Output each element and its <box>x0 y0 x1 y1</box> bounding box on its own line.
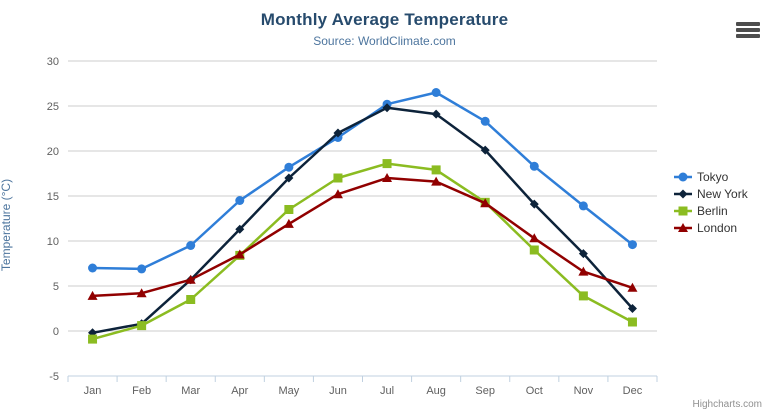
x-axis-label: Apr <box>231 385 248 397</box>
data-point-marker <box>185 274 196 284</box>
data-point-marker <box>136 288 147 298</box>
data-point-marker <box>578 291 588 301</box>
y-axis-label: 15 <box>47 191 59 203</box>
data-point-marker <box>678 206 688 216</box>
data-point-marker <box>88 334 98 344</box>
legend: Tokyo New York Berlin London <box>674 170 748 235</box>
data-point-marker <box>186 295 196 304</box>
x-axis-label: May <box>278 385 299 397</box>
chart-subtitle: Source: WorldClimate.com <box>313 34 456 48</box>
data-point-marker <box>627 304 637 313</box>
x-axis-label: Jan <box>84 385 102 397</box>
diamond-legend-icon <box>674 189 692 199</box>
triangle-legend-icon <box>674 223 692 232</box>
legend-item-label: New York <box>697 187 748 201</box>
data-point-marker <box>87 290 98 300</box>
data-point-marker <box>480 198 491 208</box>
data-point-marker <box>529 245 539 255</box>
legend-item-berlin[interactable]: Berlin <box>674 204 748 218</box>
y-axis-label: 5 <box>53 281 59 293</box>
chart-title: Monthly Average Temperature <box>260 10 509 29</box>
data-point-marker <box>578 266 589 276</box>
data-point-marker <box>284 205 294 214</box>
data-point-marker <box>627 282 638 292</box>
x-axis-label: Sep <box>475 385 495 397</box>
y-axis-label: 25 <box>47 101 59 113</box>
data-point-marker <box>137 321 147 331</box>
data-point-marker <box>283 218 294 228</box>
x-axis-label: Dec <box>623 385 643 397</box>
data-point-marker <box>234 249 245 259</box>
data-point-marker <box>333 173 343 183</box>
x-axis-label: Jun <box>329 385 347 397</box>
data-point-marker <box>235 196 245 205</box>
hamburger-menu-icon <box>736 22 760 26</box>
series-line <box>92 176 633 298</box>
data-point-marker <box>678 223 688 232</box>
data-point-marker <box>382 159 392 169</box>
data-point-marker <box>529 161 539 171</box>
data-point-marker <box>186 241 196 250</box>
square-legend-icon <box>674 206 692 216</box>
x-axis-label: Aug <box>426 385 446 397</box>
data-point-marker <box>529 233 540 243</box>
data-point-marker <box>678 172 688 182</box>
data-point-marker <box>480 145 490 155</box>
legend-item-new-york[interactable]: New York <box>674 187 748 201</box>
data-point-marker <box>137 264 147 274</box>
data-point-marker <box>284 162 294 172</box>
x-axis-label: Jul <box>380 385 394 397</box>
x-axis-label: Feb <box>132 385 151 397</box>
x-axis-label: Oct <box>526 385 543 397</box>
data-point-marker <box>578 201 588 211</box>
data-point-marker <box>431 176 442 186</box>
x-axis-label: Mar <box>181 385 200 397</box>
series-line <box>92 106 634 335</box>
series-london <box>87 173 638 300</box>
data-point-marker <box>431 165 441 175</box>
series-line <box>92 91 634 271</box>
data-point-marker <box>678 189 688 199</box>
data-point-marker <box>431 109 441 119</box>
y-axis-label: 30 <box>47 56 59 68</box>
series-line <box>92 162 634 341</box>
legend-item-label: London <box>697 221 738 235</box>
legend-item-tokyo[interactable]: Tokyo <box>674 170 748 184</box>
hamburger-menu-icon <box>736 28 760 32</box>
x-axis-label: Nov <box>574 385 594 397</box>
y-axis-label: -5 <box>49 371 59 383</box>
data-point-marker <box>480 116 490 126</box>
legend-item-label: Tokyo <box>697 170 729 184</box>
legend-item-london[interactable]: London <box>674 221 748 235</box>
series-tokyo <box>88 88 637 274</box>
data-point-marker <box>235 224 245 234</box>
y-axis-label: 20 <box>47 146 59 158</box>
series-new-york <box>88 103 637 338</box>
hamburger-menu-icon <box>736 34 760 38</box>
circle-legend-icon <box>674 172 692 182</box>
legend-item-label: Berlin <box>697 204 728 218</box>
data-point-marker <box>382 173 393 182</box>
export-menu-button[interactable] <box>734 19 760 41</box>
data-point-marker <box>88 263 98 273</box>
data-point-marker <box>529 199 539 209</box>
data-point-marker <box>284 173 294 183</box>
data-point-marker <box>627 240 637 250</box>
data-point-marker <box>627 317 637 327</box>
data-point-marker <box>578 249 588 259</box>
y-axis-label: 10 <box>47 236 59 248</box>
credits-link[interactable]: Highcharts.com <box>692 399 762 410</box>
data-point-marker <box>431 88 441 97</box>
data-point-marker <box>333 128 343 138</box>
data-point-marker <box>382 103 392 113</box>
y-axis-label: 0 <box>53 326 59 338</box>
data-point-marker <box>332 189 343 199</box>
